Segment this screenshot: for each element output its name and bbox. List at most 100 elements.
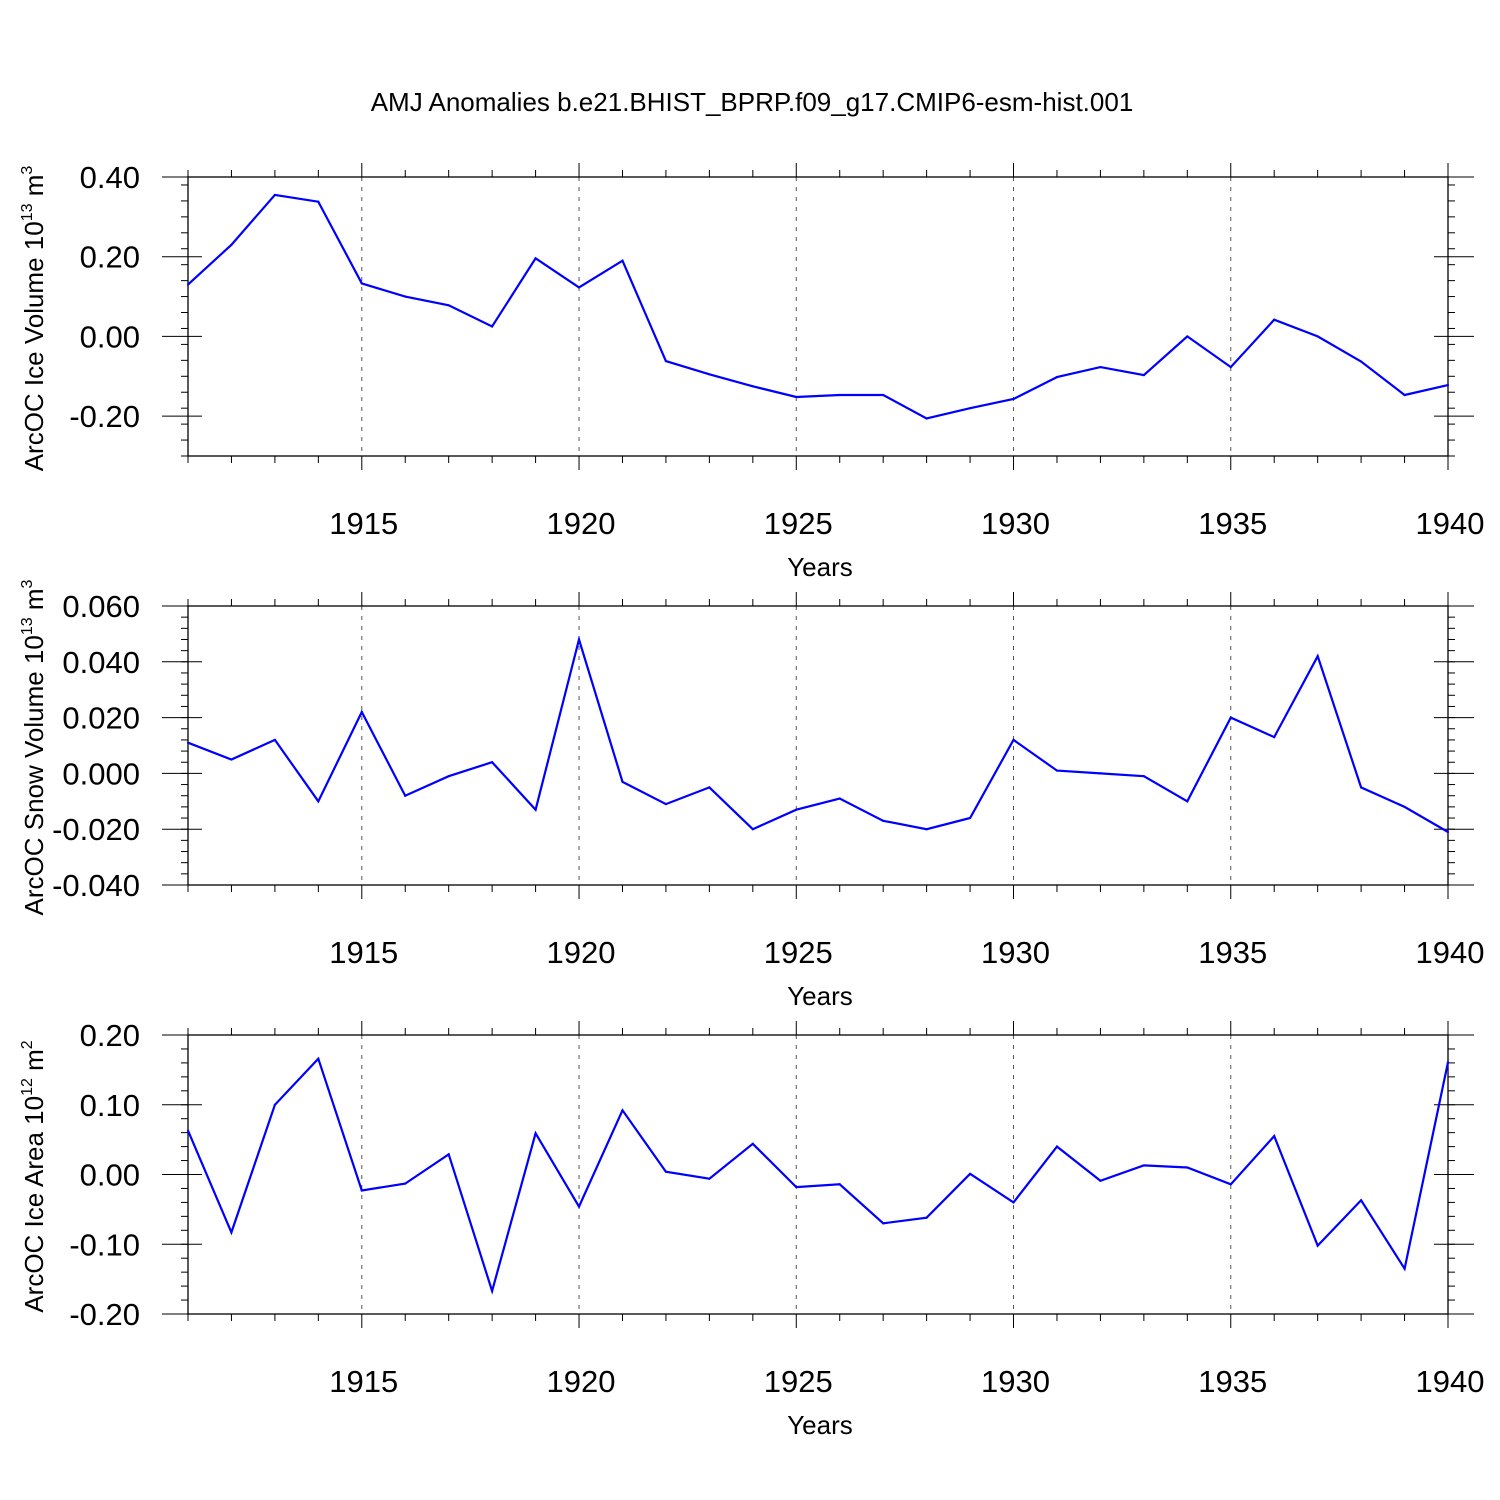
- y-tick-label: 0.00: [80, 319, 140, 354]
- x-tick-label: 1925: [764, 1364, 833, 1399]
- x-tick-label: 1915: [329, 1364, 398, 1399]
- data-point: [968, 1172, 972, 1175]
- data-point: [1446, 383, 1450, 387]
- data-point: [404, 794, 407, 797]
- data-point: [621, 259, 624, 262]
- data-point: [577, 638, 581, 641]
- y-tick-label: -0.040: [52, 868, 140, 903]
- data-point: [447, 304, 450, 307]
- x-tick-label: 1935: [1198, 1364, 1267, 1399]
- y-tick-label: 0.40: [80, 160, 140, 195]
- data-point: [621, 1109, 624, 1112]
- data-point: [1142, 373, 1145, 377]
- y-tick-label: 0.00: [80, 1158, 140, 1193]
- series-line: [187, 193, 1449, 420]
- data-point: [1012, 1201, 1015, 1204]
- data-point: [795, 1185, 798, 1189]
- data-point: [1012, 397, 1015, 401]
- series-line: [186, 1056, 1450, 1295]
- data-point: [838, 393, 841, 397]
- y-tick-label: -0.020: [52, 812, 140, 847]
- data-point: [317, 1057, 320, 1060]
- data-point: [577, 286, 581, 289]
- data-point: [795, 395, 798, 399]
- series-line: [187, 635, 1449, 833]
- data-point: [360, 1189, 363, 1192]
- data-point: [577, 1205, 581, 1208]
- data-point: [447, 775, 450, 778]
- data-point: [751, 385, 754, 388]
- data-point: [186, 283, 190, 286]
- figure-title: AMJ Anomalies b.e21.BHIST_BPRP.f09_g17.C…: [371, 87, 1134, 117]
- data-point: [360, 282, 363, 285]
- y-axis-label: ArcOC Ice Area 1012 m2: [19, 1040, 49, 1312]
- data-point: [360, 710, 363, 714]
- data-point: [186, 1129, 190, 1132]
- y-tick-label: 0.000: [62, 756, 140, 791]
- x-tick-label: 1925: [764, 506, 833, 541]
- data-point: [534, 257, 537, 260]
- plot-frame: [187, 605, 1449, 886]
- y-tick-label: 0.10: [80, 1088, 140, 1123]
- data-point: [534, 808, 537, 811]
- x-tick-label: 1930: [981, 506, 1050, 541]
- x-tick-label: 1915: [329, 935, 398, 970]
- panel-ice-area: -0.20 -0.10 0.00 0.10 0.20 1915 1920 1925 1930 19…: [19, 1018, 1484, 1440]
- data-point: [1229, 366, 1232, 369]
- data-point: [882, 393, 885, 397]
- data-point: [1403, 1267, 1406, 1270]
- data-point: [968, 816, 972, 820]
- plot-frame: [187, 176, 1449, 457]
- data-point: [795, 808, 798, 811]
- panel-ice-volume: -0.20 0.00 0.20 0.40 1915 1920 1925 1930 1935 194…: [19, 160, 1484, 582]
- x-axis-label: Years: [787, 552, 853, 582]
- data-point: [925, 1216, 928, 1219]
- data-point: [1360, 1199, 1363, 1202]
- data-point: [882, 819, 885, 822]
- data-point: [534, 1132, 537, 1135]
- plot-frame: [187, 1034, 1449, 1315]
- x-tick-label: 1925: [764, 935, 833, 970]
- data-point: [491, 1289, 494, 1293]
- data-point: [1360, 360, 1363, 363]
- data-point: [404, 1182, 407, 1185]
- data-point: [751, 1142, 754, 1145]
- x-tick-label: 1920: [547, 1364, 616, 1399]
- data-point: [882, 1222, 885, 1225]
- data-point: [1099, 366, 1102, 369]
- data-point: [708, 786, 711, 789]
- y-tick-label: -0.20: [69, 1297, 140, 1332]
- y-tick-label: 0.20: [80, 1018, 140, 1053]
- y-tick-label: -0.10: [69, 1227, 140, 1262]
- x-axis-label: Years: [787, 981, 853, 1011]
- data-point: [447, 1153, 450, 1156]
- data-point: [1229, 716, 1232, 719]
- x-tick-label: 1930: [981, 935, 1050, 970]
- y-tick-label: 0.020: [62, 701, 140, 736]
- data-point: [664, 360, 668, 363]
- data-point: [1186, 800, 1189, 803]
- x-tick-label: 1920: [547, 935, 616, 970]
- data-point: [838, 1183, 841, 1186]
- data-point: [491, 761, 494, 764]
- y-axis-label: ArcOC Ice Volume 1013 m3: [19, 166, 49, 472]
- data-point: [1446, 830, 1450, 834]
- data-point: [491, 325, 494, 328]
- data-point: [230, 758, 233, 761]
- x-tick-label: 1920: [547, 506, 616, 541]
- data-point: [968, 407, 972, 410]
- data-point: [925, 417, 928, 420]
- y-tick-label: 0.060: [62, 589, 140, 624]
- data-point: [1273, 318, 1276, 321]
- data-point: [708, 373, 711, 376]
- x-tick-label: 1930: [981, 1364, 1050, 1399]
- data-point: [664, 1170, 668, 1173]
- x-axis-label: Years: [787, 1410, 853, 1440]
- data-point: [1099, 1179, 1102, 1182]
- x-tick-label: 1915: [329, 506, 398, 541]
- data-point: [664, 802, 668, 806]
- data-point: [1403, 805, 1406, 808]
- data-point: [621, 780, 624, 783]
- data-point: [708, 1177, 711, 1180]
